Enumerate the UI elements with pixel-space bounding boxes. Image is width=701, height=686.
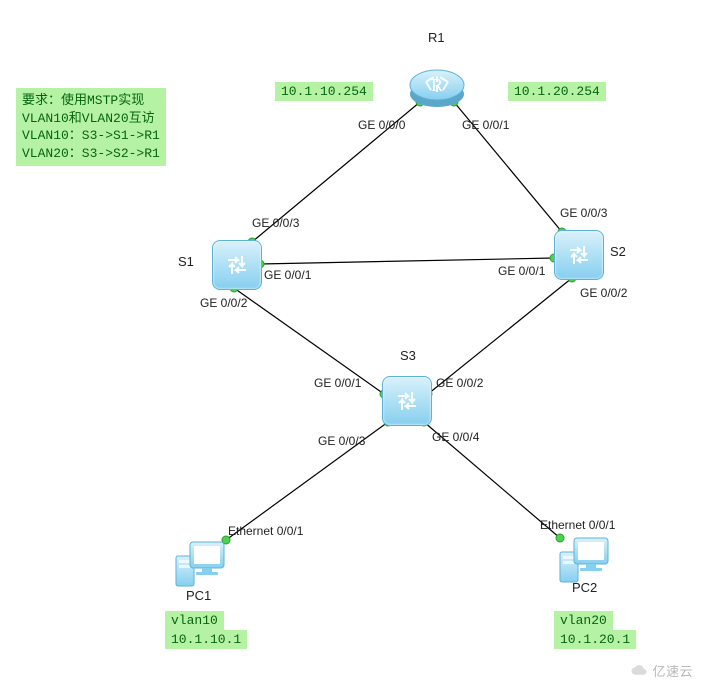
requirements-line: 要求：使用MSTP实现 <box>22 92 160 110</box>
watermark-text: 亿速云 <box>652 661 693 680</box>
port-label-R1-S2-b: GE 0/0/3 <box>560 206 607 220</box>
node-label-PC2: PC2 <box>572 580 597 595</box>
requirements-box: 要求：使用MSTP实现VLAN10和VLAN20互访VLAN10：S3->S1-… <box>16 88 166 166</box>
link-S1-S3 <box>234 288 384 394</box>
port-label-S2-S3-b: GE 0/0/2 <box>436 376 483 390</box>
node-label-R1: R1 <box>428 30 445 45</box>
port-label-S3-PC1-b: Ethernet 0/0/1 <box>228 524 303 538</box>
node-label-S1: S1 <box>178 254 194 269</box>
pc-PC1 <box>172 534 228 590</box>
pc-PC2 <box>556 530 612 586</box>
ip-box-pc1_ip: 10.1.10.1 <box>165 630 247 649</box>
requirements-line: VLAN10：S3->S1->R1 <box>22 127 160 145</box>
requirements-line: VLAN20：S3->S2->R1 <box>22 145 160 163</box>
port-label-R1-S1-b: GE 0/0/3 <box>252 216 299 230</box>
watermark: 亿速云 <box>630 661 693 680</box>
switch-S2 <box>554 230 604 280</box>
requirements-line: VLAN10和VLAN20互访 <box>22 110 160 128</box>
svg-text:R: R <box>431 75 443 95</box>
ip-box-pc1_vlan: vlan10 <box>165 611 224 630</box>
ip-box-pc2_ip: 10.1.20.1 <box>554 630 636 649</box>
node-label-S2: S2 <box>610 244 626 259</box>
node-label-S3: S3 <box>400 348 416 363</box>
port-label-S2-S3-a: GE 0/0/2 <box>580 286 627 300</box>
ip-box-r1_left_ip: 10.1.10.254 <box>275 82 373 101</box>
port-label-S1-S2-a: GE 0/0/1 <box>264 268 311 282</box>
port-label-S1-S2-b: GE 0/0/1 <box>498 264 545 278</box>
node-label-PC1: PC1 <box>186 588 211 603</box>
router-R1: R <box>408 64 466 104</box>
ip-box-r1_right_ip: 10.1.20.254 <box>508 82 606 101</box>
port-label-S1-S3-b: GE 0/0/1 <box>314 376 361 390</box>
switch-S1 <box>212 240 262 290</box>
port-label-S1-S3-a: GE 0/0/2 <box>200 296 247 310</box>
port-label-S3-PC1-a: GE 0/0/3 <box>318 434 365 448</box>
port-label-S3-PC2-a: GE 0/0/4 <box>432 430 479 444</box>
port-label-R1-S2-a: GE 0/0/1 <box>462 118 509 132</box>
ip-box-pc2_vlan: vlan20 <box>554 611 613 630</box>
switch-S3 <box>382 376 432 426</box>
diagram-canvas: 要求：使用MSTP实现VLAN10和VLAN20互访VLAN10：S3->S1-… <box>0 0 701 686</box>
port-label-R1-S1-a: GE 0/0/0 <box>358 118 405 132</box>
